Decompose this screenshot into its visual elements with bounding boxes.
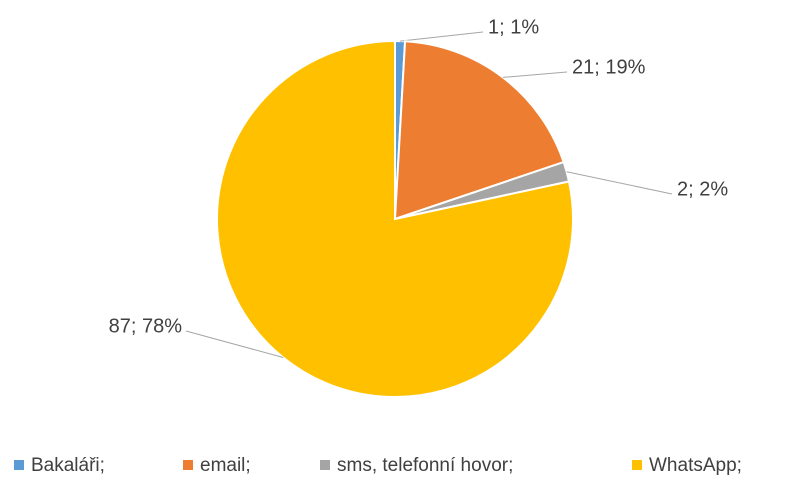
legend-label: WhatsApp;: [649, 455, 742, 476]
legend-label: email;: [200, 455, 251, 476]
leader-line: [566, 171, 673, 195]
leader-line: [185, 330, 284, 358]
pie-slice: [216, 39, 574, 398]
legend-swatch: [183, 460, 193, 470]
legend-swatch: [14, 460, 24, 470]
legend-label: Bakaláři;: [31, 455, 105, 476]
data-label: 21; 19%: [572, 56, 646, 78]
pie-slice: [393, 40, 565, 221]
data-label: 87; 78%: [109, 315, 183, 337]
legend-swatch: [632, 460, 642, 470]
legend-label: sms, telefonní hovor;: [337, 455, 513, 476]
leader-line: [399, 31, 484, 42]
data-label: 2; 2%: [677, 178, 728, 200]
data-label: 1; 1%: [488, 16, 539, 38]
legend-swatch: [320, 460, 330, 470]
leader-line: [502, 71, 568, 78]
